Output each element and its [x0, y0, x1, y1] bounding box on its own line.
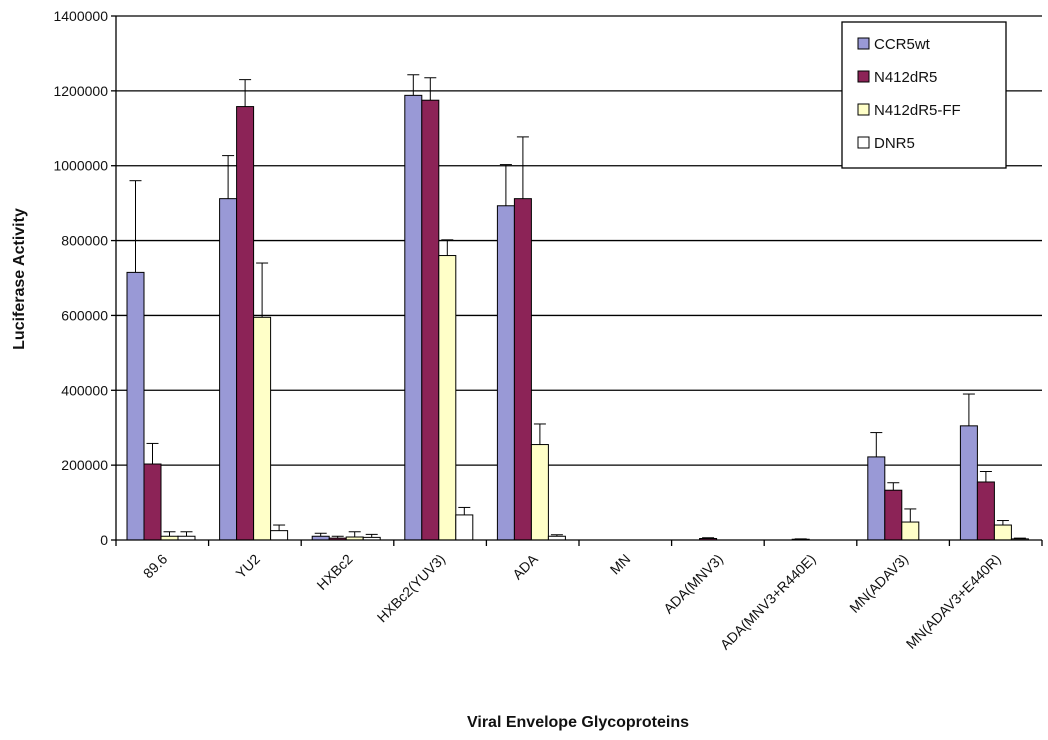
- bar-ccr5wt-1: [126, 271, 145, 541]
- x-tick-label: HXBc2: [313, 551, 355, 593]
- y-tick-label: 0: [100, 532, 108, 548]
- y-tick-label: 1400000: [53, 8, 108, 24]
- bar-ccr5wt-2: [219, 198, 238, 541]
- legend-swatch: [857, 136, 870, 149]
- legend-label: CCR5wt: [874, 36, 931, 53]
- x-tick-label: MN(ADAV3+E440R): [903, 551, 1004, 652]
- bar-ccr5wt-5: [496, 205, 515, 541]
- x-tick-label: ADA(MNV3): [660, 551, 726, 617]
- x-tick-label: ADA(MNV3+R440E): [717, 551, 819, 653]
- legend: CCR5wt N412dR5 N412dR5-FF DNR5: [841, 21, 1007, 169]
- bar-n412dr5-ff-9: [901, 521, 920, 541]
- x-axis-title: Viral Envelope Glycoproteins: [467, 714, 689, 731]
- bar-dnr5-4: [455, 514, 474, 541]
- bar-ccr5wt-9: [867, 456, 886, 541]
- bar-n412dr5-2: [236, 106, 255, 541]
- y-tick-label: 1200000: [53, 83, 108, 99]
- bar-n412dr5-4: [421, 99, 440, 541]
- bar-n412dr5-1: [143, 463, 162, 541]
- legend-label: N412dR5: [874, 69, 937, 86]
- bar-n412dr5-ff-2: [253, 316, 272, 541]
- bar-n412dr5-ff-10: [993, 524, 1012, 541]
- y-tick-labels: 0 200000 400000 600000 800000 1000000 1200000 1…: [53, 8, 108, 548]
- legend-label: DNR5: [874, 135, 915, 152]
- x-tick-label: ADA: [509, 550, 541, 582]
- y-tick-label: 800000: [61, 233, 108, 249]
- legend-label: N412dR5-FF: [874, 102, 961, 119]
- bar-n412dr5-ff-5: [530, 444, 549, 541]
- x-tick-labels: 89.6 YU2 HXBc2 HXBc2(YUV3) ADA MN ADA(MNV3)ADA…: [140, 550, 1004, 652]
- legend-swatch: [857, 103, 870, 116]
- x-tick-label: MN: [607, 551, 634, 578]
- bar-ccr5wt-4: [404, 94, 423, 541]
- bar-n412dr5-10: [976, 481, 995, 541]
- bar-dnr5-2: [270, 530, 289, 541]
- legend-swatch: [857, 70, 870, 83]
- bar-n412dr5-ff-4: [438, 255, 457, 541]
- bars: [126, 74, 1029, 541]
- y-tick-label: 200000: [61, 457, 108, 473]
- x-tick-label: HXBc2(YUV3): [374, 551, 449, 626]
- bar-n412dr5-5: [513, 198, 532, 541]
- y-tick-label: 600000: [61, 307, 108, 323]
- x-tick-label: YU2: [232, 551, 263, 582]
- y-tick-label: 1000000: [53, 158, 108, 174]
- legend-swatch: [857, 37, 870, 50]
- y-axis-title: Luciferase Activity: [11, 208, 28, 350]
- bar-n412dr5-9: [884, 489, 903, 541]
- axes: [111, 15, 1043, 546]
- y-tick-label: 400000: [61, 382, 108, 398]
- x-tick-label: MN(ADAV3): [846, 551, 911, 616]
- bar-ccr5wt-10: [959, 425, 978, 541]
- x-tick-label: 89.6: [140, 551, 171, 582]
